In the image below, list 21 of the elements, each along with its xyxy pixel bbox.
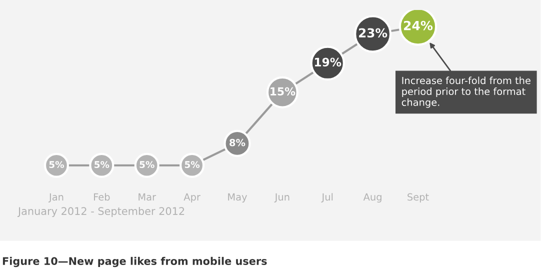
annotation: Increase four-fold from the period prior to the format change. [402,76,530,108]
x-tick-label: Feb [94,193,110,201]
text: Figure 10—New page likes from mobile users [2,256,267,268]
x-tick-label: Aug [363,193,382,203]
x-tick-label: May [228,193,247,203]
x-tick-label: Jun [274,193,290,202]
x-tick-label: Jan [48,193,64,202]
data-label: 19% [315,58,342,67]
data-label: 23% [359,28,388,38]
x-tick-label: Mar [138,193,156,201]
text: January 2012 - September 2012 [17,206,184,218]
data-label: 8% [230,138,246,146]
data-label: 5% [184,161,200,168]
data-label: 5% [49,161,64,168]
x-tick-label: Apr [184,193,200,203]
data-label: 24% [404,20,433,30]
data-label: 5% [140,161,154,168]
x-tick-label: Jul [321,193,333,202]
data-label: 15% [270,87,296,96]
x-tick-label: Sept [408,193,429,203]
data-label: 5% [94,161,110,168]
